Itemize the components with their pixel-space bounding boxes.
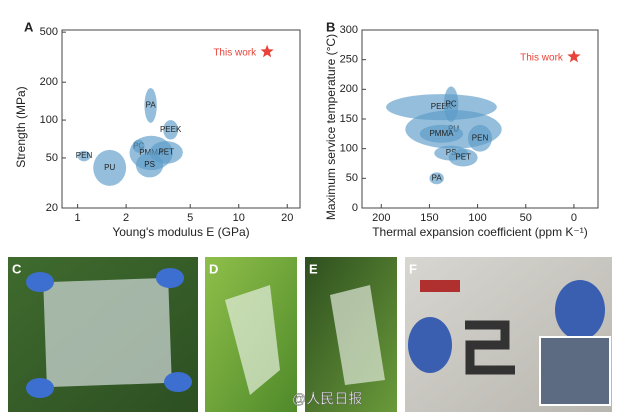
- y-tick-label: 150: [340, 113, 358, 125]
- plot-frame: [61, 29, 301, 209]
- highlight-star: [567, 49, 581, 63]
- y-tick-label: 500: [40, 26, 58, 38]
- photo-f: [405, 257, 612, 412]
- region-label: PS: [144, 160, 155, 169]
- x-tick-label: 1: [75, 212, 81, 224]
- y-tick-label: 50: [346, 172, 358, 184]
- y-tick-label: 50: [46, 152, 58, 164]
- region: [93, 149, 127, 186]
- panel-label: B: [326, 19, 335, 34]
- x-tick-label: 100: [468, 212, 486, 224]
- y-tick-label: 100: [40, 114, 58, 126]
- photo-d: [205, 257, 297, 412]
- highlight-star: [260, 44, 274, 58]
- region-label: PEEK: [431, 102, 453, 111]
- x-axis-label: Thermal expansion coefficient (ppm K⁻¹): [372, 225, 588, 239]
- region: [419, 124, 464, 143]
- y-axis-label: Maximum service temperature (°C): [324, 34, 338, 220]
- x-tick-label: 2: [123, 212, 129, 224]
- region: [429, 172, 444, 185]
- region-label: PET: [455, 153, 471, 162]
- y-tick-label: 200: [340, 83, 358, 95]
- region: [149, 141, 183, 164]
- photo-label: D: [209, 261, 218, 276]
- photo-e: [305, 257, 397, 412]
- region-label: PA: [432, 173, 443, 182]
- x-tick-label: 150: [420, 212, 438, 224]
- photo-label: E: [309, 261, 318, 276]
- region-label: PEN: [472, 133, 489, 142]
- region-label: PC: [446, 99, 457, 108]
- region-label: PA: [146, 101, 157, 110]
- y-tick-label: 100: [340, 143, 358, 155]
- x-tick-label: 50: [520, 212, 532, 224]
- x-tick-label: 20: [281, 212, 293, 224]
- highlight-label: This work: [213, 47, 257, 58]
- panel-label: A: [24, 19, 34, 34]
- y-tick-label: 250: [340, 54, 358, 66]
- y-axis-label: Strength (MPa): [14, 86, 28, 167]
- x-tick-label: 5: [187, 212, 193, 224]
- region: [163, 120, 179, 140]
- y-tick-label: 200: [40, 76, 58, 88]
- x-axis-label: Young's modulus E (GPa): [112, 225, 249, 239]
- x-tick-label: 10: [233, 212, 245, 224]
- photo-c: [8, 257, 198, 412]
- region: [467, 124, 493, 152]
- region: [448, 148, 478, 167]
- y-tick-label: 20: [46, 202, 58, 214]
- region-label: PMMA: [429, 129, 454, 138]
- y-tick-label: 0: [352, 202, 358, 214]
- watermark: @人民日报: [292, 391, 362, 407]
- y-tick-label: 300: [340, 24, 358, 36]
- x-tick-label: 200: [372, 212, 390, 224]
- highlight-label: This work: [520, 52, 564, 63]
- x-tick-label: 0: [571, 212, 577, 224]
- region-label: PEN: [76, 151, 93, 160]
- region-label: PET: [158, 148, 174, 157]
- photo-label: C: [12, 261, 22, 276]
- region: [144, 87, 157, 123]
- region-label: PEEK: [160, 125, 182, 134]
- region-label: PU: [104, 163, 115, 172]
- photo-label: F: [409, 261, 417, 276]
- region: [77, 150, 91, 162]
